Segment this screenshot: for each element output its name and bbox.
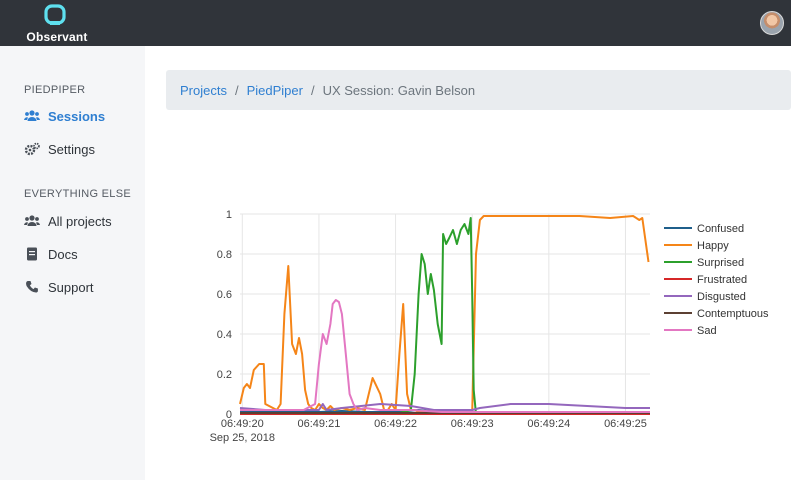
series-line-happy: [239, 215, 650, 413]
breadcrumb: Projects / PiedPiper / UX Session: Gavin…: [166, 70, 791, 110]
x-date-label: Sep 25, 2018: [210, 432, 275, 444]
breadcrumb-project-link[interactable]: PiedPiper: [246, 82, 303, 98]
sidebar-item-sessions[interactable]: Sessions: [24, 107, 105, 125]
x-tick-label: 06:49:22: [374, 418, 417, 430]
y-tick-label: 0.2: [217, 369, 232, 381]
users-icon: [24, 110, 40, 121]
chart-axes: 0 0.2 0.4 0.6 0.8 1 06:49:20 06:49:21 06:49:22 06…: [210, 209, 647, 444]
sidebar: PIEDPIPER Sessions Settings EVERYTHING E…: [0, 46, 145, 480]
x-tick-label: 06:49:20: [221, 418, 264, 430]
emotion-chart: 0 0.2 0.4 0.6 0.8 1 06:49:20 06:49:21 06:49:22 06…: [145, 200, 791, 460]
chart-series: [239, 215, 650, 415]
sidebar-section-everything-else: EVERYTHING ELSE: [24, 188, 131, 200]
legend-item-disgusted[interactable]: Disgusted: [697, 291, 746, 303]
y-tick-label: 0.6: [217, 289, 232, 301]
legend-item-happy[interactable]: Happy: [697, 240, 729, 252]
top-navbar: Observant: [0, 0, 791, 46]
sidebar-item-all-projects[interactable]: All projects: [24, 212, 112, 230]
emotion-line-chart: 0 0.2 0.4 0.6 0.8 1 06:49:20 06:49:21 06:49:22 06…: [210, 209, 769, 444]
y-tick-label: 1: [226, 209, 232, 221]
breadcrumb-current: UX Session: Gavin Belson: [322, 82, 476, 98]
app-logo[interactable]: Observant: [22, 2, 92, 44]
legend-item-sad[interactable]: Sad: [697, 325, 717, 337]
legend-item-confused[interactable]: Confused: [697, 223, 744, 235]
chart-grid: [240, 213, 650, 415]
sidebar-item-support[interactable]: Support: [24, 278, 94, 296]
sidebar-item-label: Docs: [48, 246, 78, 262]
app-name: Observant: [26, 30, 88, 44]
chart-legend[interactable]: Confused Happy Surprised Frustrated Disguste…: [664, 223, 769, 337]
breadcrumb-projects-link[interactable]: Projects: [180, 82, 227, 98]
sidebar-item-label: Settings: [48, 141, 95, 157]
series-line-sad: [240, 299, 650, 413]
sidebar-item-label: Support: [48, 279, 94, 295]
observant-logo-icon: [44, 4, 66, 25]
x-tick-label: 06:49:21: [298, 418, 341, 430]
breadcrumb-separator: /: [234, 82, 239, 98]
gears-icon: [24, 142, 40, 156]
users-icon: [24, 215, 40, 226]
y-tick-label: 0.4: [217, 329, 232, 341]
y-tick-label: 0.8: [217, 249, 232, 261]
document-icon: [27, 247, 37, 261]
sidebar-section-piedpiper: PIEDPIPER: [24, 84, 86, 96]
x-tick-label: 06:49:25: [604, 418, 647, 430]
legend-item-contemptuous[interactable]: Contemptuous: [697, 308, 769, 320]
sidebar-item-label: All projects: [48, 213, 112, 229]
x-tick-label: 06:49:23: [451, 418, 494, 430]
phone-icon: [26, 281, 38, 293]
sidebar-item-label: Sessions: [48, 108, 106, 124]
sidebar-item-settings[interactable]: Settings: [24, 140, 95, 158]
y-tick-label: 0: [226, 409, 232, 421]
legend-item-frustrated[interactable]: Frustrated: [697, 274, 747, 286]
user-avatar[interactable]: [760, 11, 784, 35]
legend-item-surprised[interactable]: Surprised: [697, 257, 744, 269]
x-tick-label: 06:49:24: [527, 418, 570, 430]
series-line-disgusted: [239, 403, 650, 411]
breadcrumb-separator: /: [310, 82, 315, 98]
sidebar-item-docs[interactable]: Docs: [24, 245, 78, 263]
series-line-surprised: [240, 217, 650, 415]
